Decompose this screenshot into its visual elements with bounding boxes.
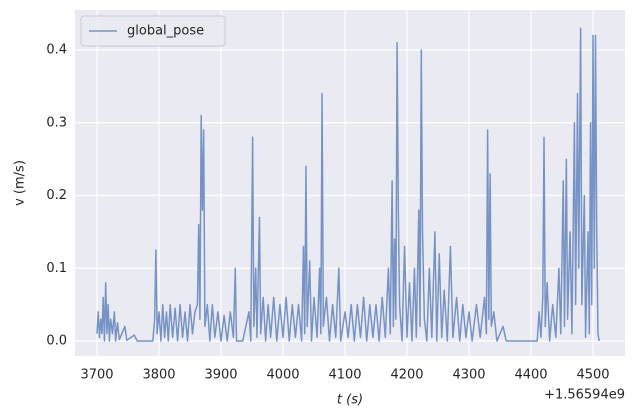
x-tick-label: 4100 bbox=[328, 368, 361, 383]
x-tick-label: 3700 bbox=[80, 368, 113, 383]
x-tick-label: 3800 bbox=[142, 368, 175, 383]
x-tick-label: 4300 bbox=[452, 368, 485, 383]
y-tick-label: 0.2 bbox=[46, 188, 67, 203]
y-tick-label: 0.1 bbox=[46, 261, 67, 276]
legend-box bbox=[80, 15, 226, 47]
x-tick-label: 4500 bbox=[576, 368, 609, 383]
x-axis-label: t (s) bbox=[337, 393, 363, 408]
legend: global_pose bbox=[80, 15, 226, 47]
series bbox=[96, 27, 600, 342]
plot-area bbox=[75, 10, 625, 356]
legend-label: global_pose bbox=[127, 24, 204, 39]
y-tick-label: 0.0 bbox=[46, 334, 67, 349]
x-tick-label: 4200 bbox=[390, 368, 423, 383]
labels: 3700 3800 3900 4000 4100 4200 4300 4400 4500 0.0 0… bbox=[46, 43, 609, 383]
x-tick-label: 4000 bbox=[266, 368, 299, 383]
data-line bbox=[96, 27, 600, 342]
x-tick-label: 3900 bbox=[204, 368, 237, 383]
x-tick-label: 4400 bbox=[514, 368, 547, 383]
x-offset-label: +1.56594e9 bbox=[544, 388, 625, 403]
y-axis-label: v (m/s) bbox=[13, 160, 28, 206]
y-tick-label: 0.3 bbox=[46, 115, 67, 130]
y-tick-label: 0.4 bbox=[46, 43, 67, 58]
